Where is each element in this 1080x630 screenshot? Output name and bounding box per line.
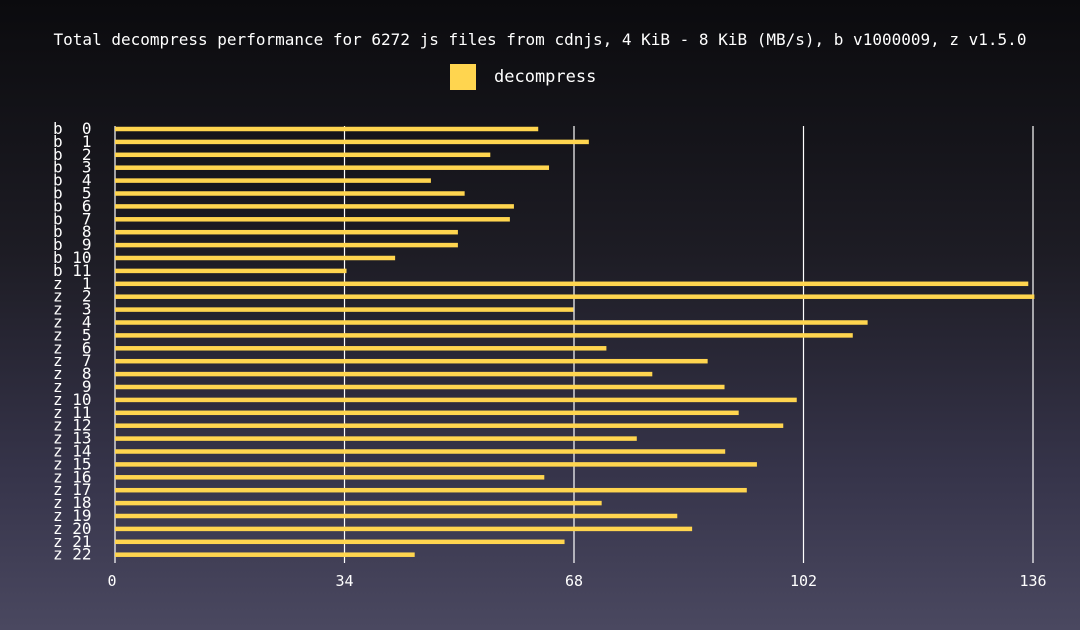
bar xyxy=(115,165,550,170)
y-tick-label: b 9 xyxy=(53,235,92,254)
y-tick-label: z 6 xyxy=(53,338,92,357)
y-tick-label: z 1 xyxy=(53,274,92,293)
y-tick-label: b 0 xyxy=(53,119,92,138)
bar xyxy=(115,255,396,261)
bar xyxy=(115,346,607,351)
y-tick-label: b 10 xyxy=(53,248,92,267)
y-tick-label: b 11 xyxy=(53,261,92,280)
x-tick-label: 136 xyxy=(1019,572,1046,590)
y-tick-label: z 11 xyxy=(53,403,92,422)
y-tick-label: b 7 xyxy=(53,209,92,228)
y-tick-label: b 3 xyxy=(53,158,92,177)
bar xyxy=(115,449,726,454)
bar xyxy=(115,281,1029,287)
bar xyxy=(115,410,739,416)
bar xyxy=(115,320,868,325)
y-tick-label: z 19 xyxy=(53,506,92,525)
legend-label: decompress xyxy=(494,67,597,87)
y-tick-label: z 15 xyxy=(53,454,92,473)
y-tick-label: z 4 xyxy=(53,313,92,332)
bar xyxy=(115,358,708,364)
y-tick-label: z 10 xyxy=(53,390,92,409)
bar xyxy=(115,204,514,209)
bar xyxy=(115,178,431,183)
bar xyxy=(115,268,347,274)
bar xyxy=(115,191,465,196)
bar xyxy=(115,552,415,557)
bar xyxy=(115,384,725,390)
bar xyxy=(115,333,853,338)
y-tick-label: z 5 xyxy=(53,325,92,344)
x-tick-label: 68 xyxy=(565,572,583,590)
y-tick-label: z 21 xyxy=(53,532,92,551)
bar xyxy=(115,229,458,235)
y-tick-label: z 3 xyxy=(53,300,92,319)
bar xyxy=(115,462,757,467)
bar xyxy=(115,539,565,545)
y-tick-label: z 13 xyxy=(53,429,92,448)
bars xyxy=(115,126,1035,557)
y-tick-label: z 14 xyxy=(53,442,92,461)
legend-swatch xyxy=(450,64,476,90)
x-tick-label: 0 xyxy=(107,572,116,590)
bar xyxy=(115,242,458,248)
bar xyxy=(115,126,539,132)
x-tick-labels: 0 34 68 102 136 xyxy=(107,572,1046,590)
y-tick-label: z 22 xyxy=(53,545,92,564)
y-tick-label: z 9 xyxy=(53,377,92,396)
y-tick-labels: b 0b 1b 2b 3b 4b 5b 6b 7b 8b 9b 10b 11z … xyxy=(53,119,92,564)
y-tick-label: z 17 xyxy=(53,480,92,499)
y-tick-label: b 8 xyxy=(53,222,92,241)
bar xyxy=(115,139,589,145)
y-tick-label: b 2 xyxy=(53,145,92,164)
x-tick-label: 34 xyxy=(335,572,353,590)
bar xyxy=(115,475,545,480)
x-tick-label: 102 xyxy=(790,572,817,590)
y-tick-label: b 4 xyxy=(53,171,92,190)
bar xyxy=(115,307,574,312)
y-tick-label: z 16 xyxy=(53,467,92,486)
bar xyxy=(115,294,1035,299)
bar xyxy=(115,371,653,377)
bar xyxy=(115,217,510,222)
chart-title: Total decompress performance for 6272 js… xyxy=(53,30,1027,49)
y-tick-label: z 12 xyxy=(53,416,92,435)
y-tick-label: b 6 xyxy=(53,196,92,215)
y-tick-label: z 8 xyxy=(53,364,92,383)
y-tick-label: z 20 xyxy=(53,519,92,538)
y-tick-label: z 18 xyxy=(53,493,92,512)
legend: decompress xyxy=(450,64,596,90)
y-tick-label: b 1 xyxy=(53,132,92,151)
y-tick-label: b 5 xyxy=(53,184,92,203)
y-tick-label: z 7 xyxy=(53,351,92,370)
bar xyxy=(115,436,637,441)
bar xyxy=(115,423,784,428)
bar xyxy=(115,397,797,403)
bar xyxy=(115,487,747,493)
bar xyxy=(115,500,602,506)
bar xyxy=(115,513,678,519)
y-tick-label: z 2 xyxy=(53,287,92,306)
bar xyxy=(115,526,693,532)
bar xyxy=(115,152,491,158)
